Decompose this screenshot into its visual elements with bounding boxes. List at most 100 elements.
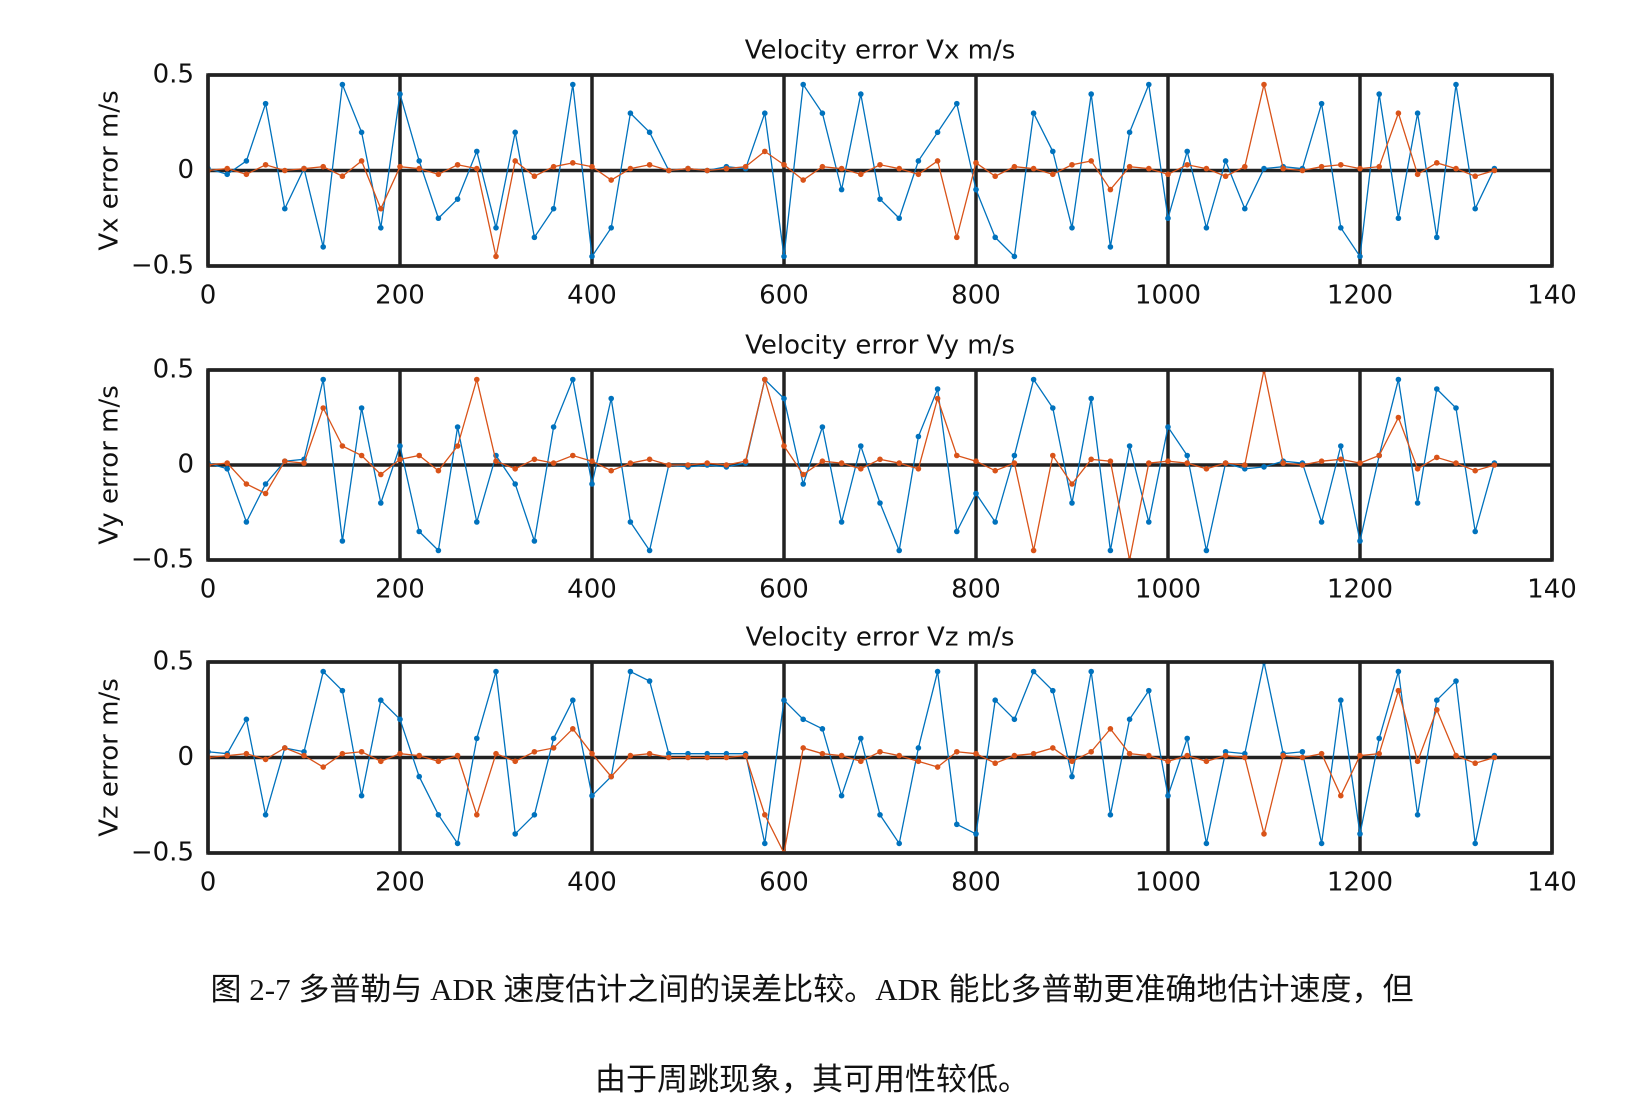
data-point xyxy=(1357,165,1363,172)
data-point xyxy=(531,538,538,544)
data-point xyxy=(1107,812,1114,818)
data-point xyxy=(1242,462,1248,468)
data-point xyxy=(1338,161,1344,168)
data-point xyxy=(1434,160,1440,166)
data-point xyxy=(877,812,883,818)
data-point xyxy=(416,158,423,164)
data-point xyxy=(570,697,576,703)
data-point xyxy=(954,100,960,107)
data-point xyxy=(1184,460,1190,466)
data-point xyxy=(973,186,979,193)
data-point xyxy=(1261,81,1267,88)
data-point xyxy=(1376,163,1382,170)
data-point xyxy=(1395,215,1402,222)
series-line xyxy=(208,84,1495,257)
data-point xyxy=(1184,452,1190,459)
data-point xyxy=(1203,165,1210,172)
data-point xyxy=(1050,745,1056,751)
plot-frame xyxy=(206,660,1554,855)
chart-title: Velocity error Vy m/s xyxy=(745,331,1015,361)
data-point xyxy=(243,519,250,525)
data-point xyxy=(397,91,403,97)
data-point xyxy=(1126,443,1133,449)
data-point xyxy=(1261,165,1267,172)
data-point xyxy=(282,458,288,465)
data-point xyxy=(1357,752,1363,759)
data-point xyxy=(1242,163,1248,170)
data-point xyxy=(819,750,826,757)
data-point xyxy=(397,163,403,170)
chart-title: Velocity error Vz m/s xyxy=(746,623,1015,653)
data-point xyxy=(1280,752,1286,759)
data-point xyxy=(1434,454,1440,461)
data-point xyxy=(1088,456,1094,463)
data-point xyxy=(800,81,806,88)
data-point xyxy=(1318,100,1325,107)
data-point xyxy=(646,678,653,684)
data-point xyxy=(1376,735,1382,742)
data-point xyxy=(1261,831,1267,837)
x-tick-label: 800 xyxy=(951,575,1001,605)
data-point xyxy=(454,161,461,168)
data-point xyxy=(378,500,384,506)
data-point xyxy=(224,752,230,759)
data-point xyxy=(339,173,346,180)
data-point xyxy=(1088,158,1094,164)
data-point xyxy=(1414,110,1421,116)
data-point xyxy=(493,458,499,465)
data-point xyxy=(1050,171,1056,178)
data-point xyxy=(819,163,826,170)
data-point xyxy=(685,754,691,761)
data-point xyxy=(416,452,423,459)
y-tick-label: 0.5 xyxy=(153,355,194,385)
data-point xyxy=(858,91,864,97)
data-point xyxy=(1357,253,1363,260)
data-point xyxy=(1203,547,1210,554)
data-point xyxy=(1357,538,1363,544)
data-point xyxy=(262,161,269,168)
data-point xyxy=(1395,110,1402,116)
data-point xyxy=(742,752,749,759)
data-point xyxy=(1491,167,1498,174)
data-point xyxy=(1069,773,1075,780)
data-point xyxy=(1184,735,1190,742)
data-point xyxy=(723,165,730,172)
data-point xyxy=(301,460,307,466)
data-point xyxy=(781,253,787,260)
y-tick-label: 0.5 xyxy=(153,60,194,90)
data-point xyxy=(378,697,384,703)
data-point xyxy=(224,171,230,178)
data-point xyxy=(224,466,230,472)
data-point xyxy=(1491,754,1498,761)
plot-frame xyxy=(206,73,1554,268)
data-point xyxy=(589,750,595,757)
data-point xyxy=(934,386,941,392)
data-point xyxy=(570,376,576,383)
data-point xyxy=(838,460,845,466)
data-point xyxy=(877,196,883,202)
x-tick-label: 1200 xyxy=(1327,575,1393,605)
data-point xyxy=(1030,376,1037,383)
data-point xyxy=(992,234,998,241)
data-point xyxy=(877,500,883,506)
data-point xyxy=(282,167,288,174)
data-point xyxy=(723,462,730,468)
data-point xyxy=(493,668,499,675)
data-point xyxy=(358,792,365,799)
data-point xyxy=(570,726,576,732)
data-point xyxy=(646,547,653,554)
data-point xyxy=(858,758,864,765)
data-point xyxy=(474,812,480,818)
data-point xyxy=(474,735,480,742)
data-point xyxy=(800,177,806,183)
data-point xyxy=(762,376,768,383)
data-point xyxy=(877,456,883,463)
data-point xyxy=(973,160,979,166)
data-point xyxy=(1491,462,1498,468)
data-point xyxy=(358,748,365,755)
data-point xyxy=(1165,424,1171,430)
data-point xyxy=(1126,716,1133,723)
data-point xyxy=(1453,460,1459,466)
data-point xyxy=(550,460,557,466)
data-point xyxy=(358,452,365,459)
